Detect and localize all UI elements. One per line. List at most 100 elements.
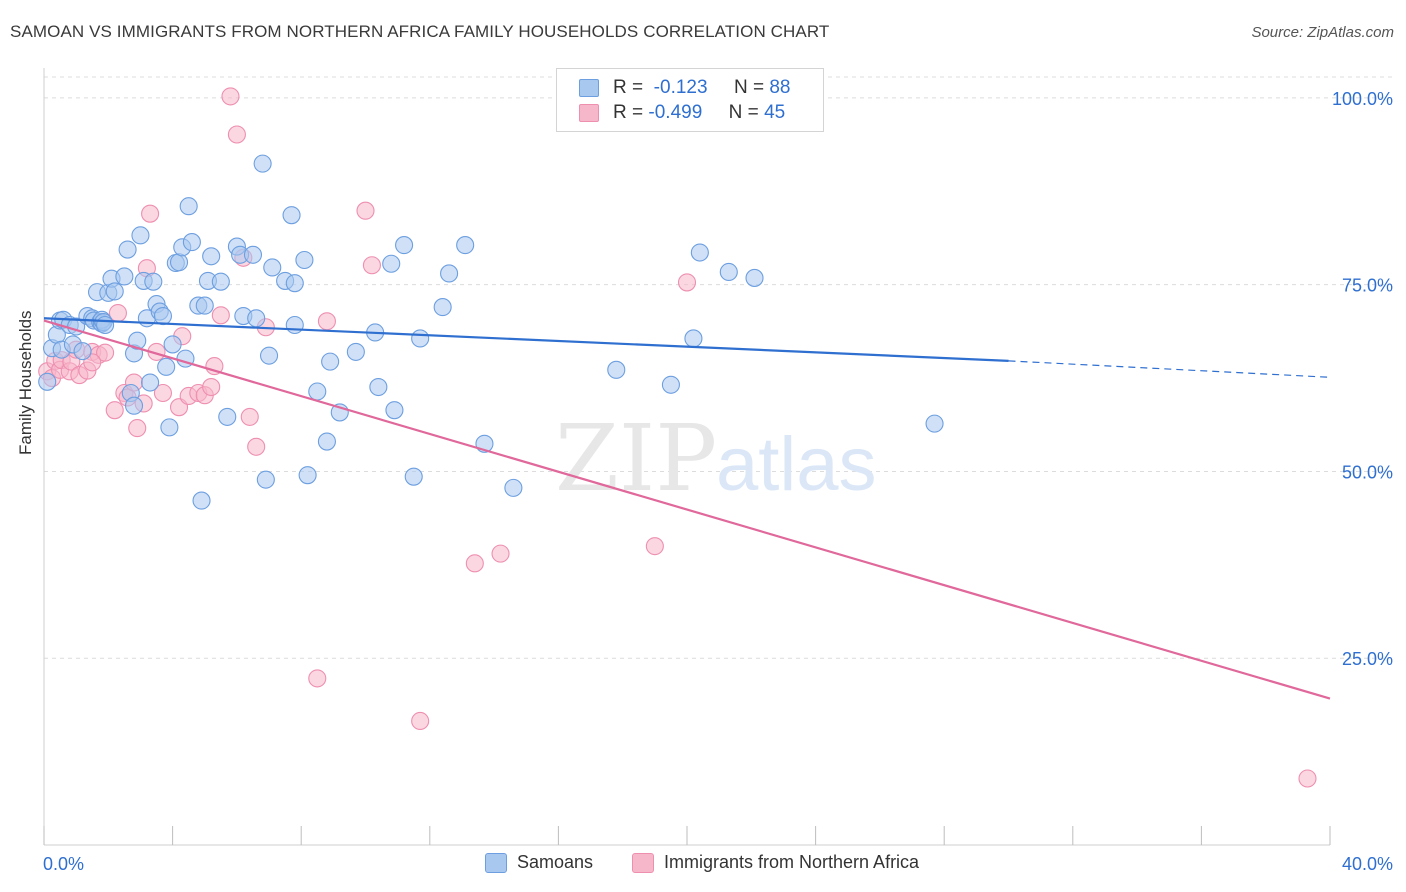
samoans-point bbox=[115, 267, 134, 286]
samoans-point bbox=[395, 236, 414, 255]
n-value: 88 bbox=[769, 77, 791, 98]
africa-point bbox=[141, 204, 160, 223]
samoans-point bbox=[690, 243, 709, 262]
samoans-point bbox=[169, 253, 189, 272]
africa-point bbox=[465, 554, 484, 573]
legend-item-africa[interactable]: Immigrants from Northern Africa bbox=[632, 852, 919, 873]
samoans-point bbox=[308, 382, 327, 401]
africa-point bbox=[221, 87, 240, 106]
samoans-point bbox=[128, 331, 147, 350]
africa-point bbox=[1298, 769, 1317, 788]
samoans-point bbox=[282, 206, 301, 225]
samoans-trend-line bbox=[43, 317, 1009, 362]
africa-point bbox=[153, 383, 173, 403]
samoans-point bbox=[745, 268, 764, 287]
r-value: -0.123 bbox=[653, 77, 708, 98]
africa-swatch bbox=[579, 104, 599, 122]
africa-point bbox=[677, 273, 697, 292]
africa-point bbox=[211, 306, 230, 325]
samoans-point bbox=[285, 274, 304, 293]
samoans-point bbox=[404, 467, 423, 486]
samoans-point bbox=[179, 197, 198, 216]
africa-trend-line bbox=[43, 319, 1331, 700]
samoans-point bbox=[385, 401, 404, 420]
samoans-point bbox=[182, 233, 201, 252]
source-credit: Source: ZipAtlas.com bbox=[1251, 24, 1394, 41]
samoans-point bbox=[124, 396, 144, 415]
samoans-point bbox=[317, 432, 336, 451]
samoans-point bbox=[131, 226, 150, 245]
africa-point bbox=[411, 711, 430, 731]
n-label: N = bbox=[733, 77, 765, 98]
samoans-point bbox=[118, 240, 137, 259]
n-label: N = bbox=[728, 102, 759, 123]
samoans-point bbox=[411, 329, 430, 348]
chart-title: SAMOAN VS IMMIGRANTS FROM NORTHERN AFRIC… bbox=[10, 22, 830, 41]
samoans-point bbox=[440, 264, 459, 283]
africa-point bbox=[317, 312, 336, 331]
africa-point bbox=[645, 537, 664, 556]
samoans-point bbox=[433, 298, 452, 317]
samoans-point bbox=[684, 329, 703, 348]
samoans-point bbox=[73, 342, 92, 361]
r-label: R = bbox=[613, 102, 644, 123]
n-value: 45 bbox=[764, 102, 786, 123]
samoans-point bbox=[105, 282, 124, 301]
y-tick-label: 75.0% bbox=[1342, 276, 1393, 296]
africa-point bbox=[105, 401, 124, 420]
africa-point bbox=[491, 544, 510, 563]
samoans-point bbox=[661, 375, 680, 394]
samoans-point bbox=[925, 414, 944, 433]
africa-point bbox=[202, 377, 221, 397]
africa-legend-swatch bbox=[632, 852, 654, 873]
r-value: -0.499 bbox=[648, 102, 703, 123]
samoans-trend-extension bbox=[1008, 360, 1331, 378]
africa-point bbox=[247, 437, 266, 456]
samoans-point bbox=[195, 296, 214, 315]
samoans-point bbox=[153, 306, 173, 326]
x-tick-label: 40.0% bbox=[1342, 854, 1393, 874]
samoans-point bbox=[144, 272, 163, 291]
samoans-point bbox=[382, 254, 401, 273]
samoans-point bbox=[192, 491, 211, 510]
samoans-point bbox=[456, 236, 475, 255]
africa-point bbox=[96, 343, 115, 362]
samoans-point bbox=[719, 262, 738, 282]
legend-item-samoans[interactable]: Samoans bbox=[485, 852, 593, 873]
samoans-point bbox=[160, 418, 179, 437]
axes bbox=[43, 68, 1331, 846]
samoans-point bbox=[96, 315, 115, 335]
samoans-point bbox=[259, 346, 279, 365]
samoans-point bbox=[211, 272, 230, 291]
africa-point bbox=[240, 407, 259, 426]
samoans-point bbox=[256, 470, 275, 489]
samoans-point bbox=[295, 250, 314, 270]
samoans-point bbox=[346, 342, 365, 361]
y-tick-label: 25.0% bbox=[1342, 649, 1393, 669]
samoans-point bbox=[285, 315, 304, 335]
grid-lines bbox=[44, 76, 1395, 659]
samoans-point bbox=[504, 478, 523, 497]
legend-label-africa: Immigrants from Northern Africa bbox=[664, 852, 920, 872]
tick-labels: 25.0% 50.0% 75.0% 100.0% 0.0% 40.0% bbox=[43, 89, 1393, 874]
samoans-point bbox=[163, 335, 182, 354]
legend-row-africa: R = -0.499 N = 45 bbox=[579, 102, 785, 124]
trend-lines bbox=[43, 317, 1331, 700]
correlation-legend: R = -0.123 N = 88 R = -0.499 N = 45 bbox=[556, 68, 824, 132]
samoans-point bbox=[298, 466, 317, 485]
africa-point bbox=[362, 256, 381, 275]
legend-row-samoans: R = -0.123 N = 88 bbox=[579, 77, 790, 99]
samoans-point bbox=[202, 247, 221, 266]
watermark-zip: ZIP bbox=[555, 405, 717, 512]
africa-point bbox=[128, 419, 147, 438]
africa-point bbox=[227, 125, 246, 144]
y-tick-label: 100.0% bbox=[1332, 89, 1393, 109]
samoans-point bbox=[247, 309, 266, 328]
series-legend: Samoans Immigrants from Northern Africa bbox=[0, 852, 1406, 876]
africa-point bbox=[356, 201, 375, 220]
samoans-point bbox=[141, 373, 160, 392]
samoans-point bbox=[321, 352, 340, 371]
r-label: R = bbox=[613, 77, 644, 98]
samoans-legend-swatch bbox=[485, 852, 507, 873]
